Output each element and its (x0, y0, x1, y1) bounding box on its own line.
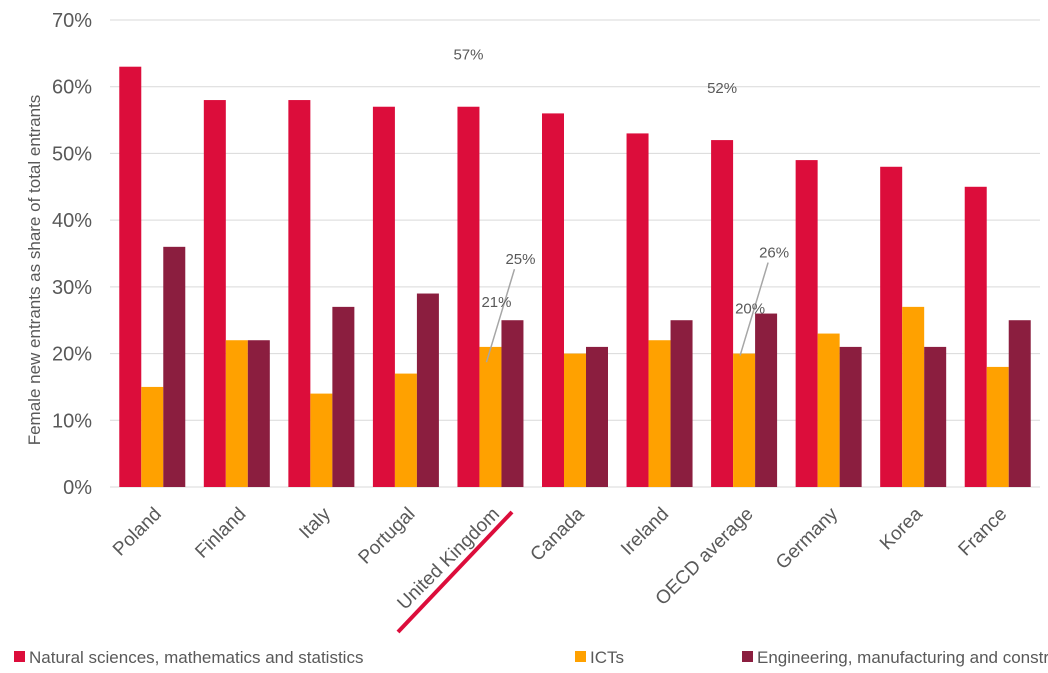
bar-korea-series-3 (924, 346, 947, 487)
bar-germany-series-2 (817, 333, 840, 487)
y-tick-label: 50% (52, 143, 92, 165)
category-label-ireland: Ireland (617, 504, 673, 560)
bar-finland-series-1 (203, 100, 226, 488)
y-tick-label: 60% (52, 77, 92, 99)
bar-poland-series-2 (141, 386, 164, 487)
y-tick-label: 70% (52, 10, 92, 32)
data-label-oecd-average-series-3: 26% (759, 245, 789, 262)
y-tick-label: 40% (52, 210, 92, 232)
bar-france-series-2 (986, 366, 1009, 487)
bar-oecd-average-series-2 (733, 353, 756, 487)
bar-oecd-average-series-3 (755, 313, 778, 487)
category-label-portugal: Portugal (355, 504, 420, 569)
y-axis-ticks: 0% 10% 20% 30% 40% 50% 60% 70% (52, 10, 92, 499)
category-label-france: France (955, 504, 1012, 561)
legend-swatch-1 (14, 651, 25, 662)
data-labels: 57% 21% 25% 52% 20% 26% (453, 47, 789, 318)
bar-ireland-series-2 (648, 340, 671, 487)
bar-italy-series-3 (332, 306, 355, 487)
bar-korea-series-1 (880, 166, 903, 487)
y-axis-label: Female new entrants as share of total en… (25, 95, 44, 446)
bar-ireland-series-1 (626, 133, 649, 487)
leader-line (739, 262, 769, 356)
highlight-underline (396, 510, 514, 634)
bar-ireland-series-3 (670, 320, 693, 487)
bar-poland-series-1 (119, 66, 142, 487)
data-label-united-kingdom-series-3: 25% (505, 251, 535, 268)
bar-france-series-3 (1008, 320, 1031, 487)
bars (119, 66, 1031, 488)
bar-france-series-1 (964, 186, 987, 488)
leader-line (485, 268, 516, 363)
category-label-germany: Germany (772, 503, 842, 573)
data-label-leaders (485, 262, 769, 363)
bar-canada-series-3 (586, 346, 608, 487)
bar-canada-series-1 (542, 113, 564, 488)
y-tick-label: 30% (52, 277, 92, 299)
legend-label-3: Engineering, manufacturing and construct… (757, 648, 1048, 667)
data-label-united-kingdom-series-2: 21% (481, 294, 511, 311)
bar-poland-series-3 (163, 246, 186, 487)
category-label-korea: Korea (876, 503, 927, 554)
bar-italy-series-2 (310, 393, 333, 487)
legend-swatch-3 (742, 651, 753, 662)
bar-finland-series-3 (247, 340, 270, 487)
bar-germany-series-3 (839, 346, 862, 487)
bar-portugal-series-2 (394, 373, 417, 487)
bar-oecd-average-series-1 (711, 140, 734, 488)
y-tick-label: 20% (52, 344, 92, 366)
bar-germany-series-1 (795, 160, 818, 487)
category-label-italy: Italy (295, 503, 335, 543)
bar-portugal-series-1 (372, 106, 395, 487)
data-label-united-kingdom-series-1: 57% (453, 47, 483, 64)
bar-united-kingdom-series-3 (501, 320, 524, 487)
bar-portugal-series-3 (416, 293, 439, 487)
bar-united-kingdom-series-2 (479, 346, 502, 487)
data-label-oecd-average-series-1: 52% (707, 80, 737, 97)
bar-italy-series-1 (288, 100, 311, 488)
bar-canada-series-2 (564, 353, 586, 487)
category-label-canada: Canada (527, 503, 589, 565)
legend-label-1: Natural sciences, mathematics and statis… (29, 648, 363, 667)
legend-label-2: ICTs (590, 648, 624, 667)
category-label-finland: Finland (191, 504, 250, 563)
category-label-poland: Poland (109, 504, 166, 561)
bar-united-kingdom-series-1 (457, 106, 480, 487)
legend: Natural sciences, mathematics and statis… (14, 648, 1048, 667)
legend-swatch-2 (575, 651, 586, 662)
bar-finland-series-2 (225, 340, 248, 487)
y-tick-label: 10% (52, 410, 92, 432)
bar-korea-series-2 (902, 306, 925, 487)
y-tick-label: 0% (63, 477, 92, 499)
data-label-oecd-average-series-2: 20% (735, 301, 765, 318)
